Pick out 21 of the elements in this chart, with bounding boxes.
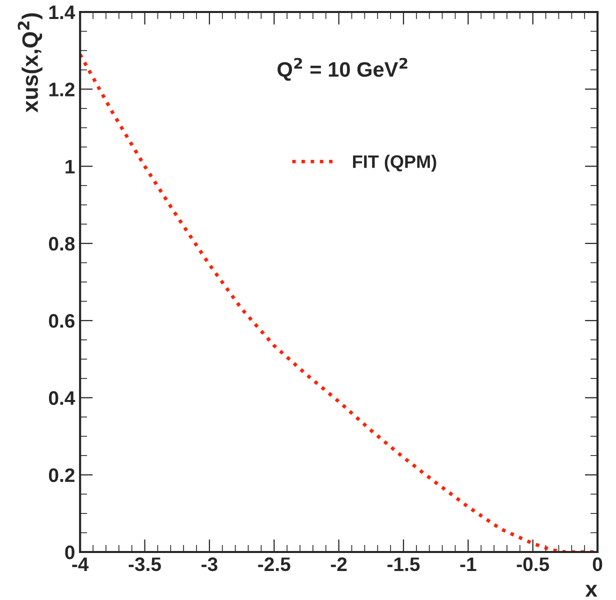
y-axis-title: xus(x,Q$^{2}$)	[18, 13, 42, 113]
x-axis-title: x	[585, 584, 598, 597]
y-tick-label: 1.4	[49, 6, 76, 20]
y-tick-label: 1	[66, 160, 75, 174]
y-tick-label: 0.4	[48, 391, 76, 405]
x-tick-label: -0.5	[516, 557, 550, 572]
annotation: Q$^{2}$ = 10 GeV$^{2}$	[278, 58, 408, 81]
y-tick-label: 0.6	[48, 314, 75, 328]
legend-label: FIT (QPM)	[353, 154, 436, 172]
y-tick-label: 1.2	[49, 82, 74, 96]
y-tick-label: 0.2	[48, 468, 74, 482]
x-tick-label: 0	[592, 557, 602, 572]
y-tick-label: 0	[65, 545, 74, 560]
x-tick-label: -1	[460, 558, 476, 571]
x-tick-label: -2.5	[258, 557, 290, 572]
x-tick-label: -2	[330, 557, 347, 571]
x-tick-label: -3.5	[128, 557, 161, 572]
x-tick-label: -4	[72, 558, 89, 571]
x-tick-label: -3	[202, 557, 218, 572]
y-tick-label: 0.8	[48, 236, 75, 251]
x-tick-label: -1.5	[387, 558, 420, 572]
